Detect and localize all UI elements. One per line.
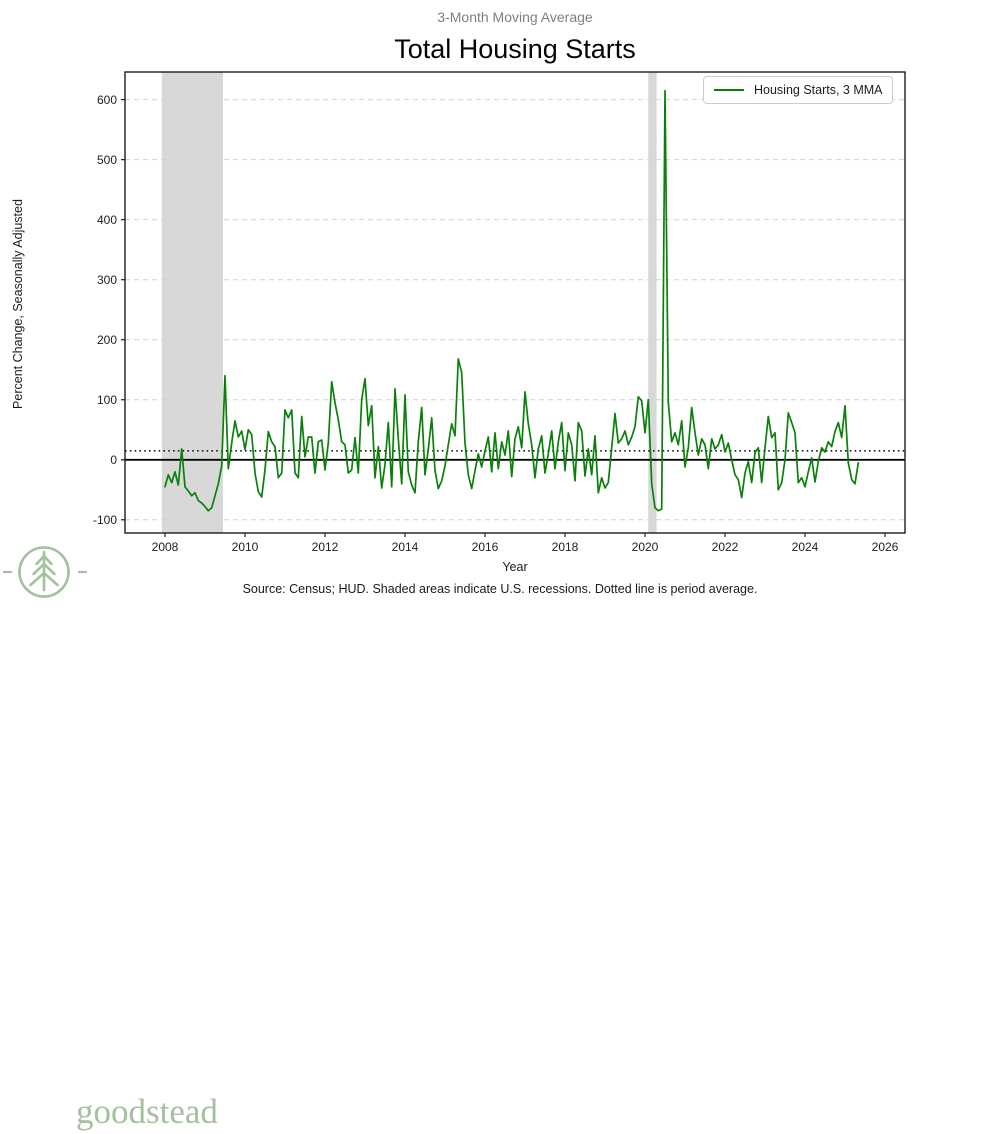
- x-tick-label: 2026: [872, 540, 899, 554]
- y-tick-label: 0: [110, 453, 117, 467]
- chart-subtitle: 3-Month Moving Average: [437, 9, 593, 25]
- y-tick-label: 300: [97, 273, 117, 287]
- goodstead-logo: goodstead: [0, 540, 230, 1131]
- y-tick-label: -100: [93, 513, 117, 527]
- plot-border: [124, 71, 906, 534]
- legend: Housing Starts, 3 MMA: [703, 76, 893, 104]
- x-tick-label: 2014: [392, 540, 419, 554]
- x-tick-label: 2024: [792, 540, 819, 554]
- series-line: [164, 89, 860, 512]
- x-tick-label: 2020: [632, 540, 659, 554]
- y-tick-label: 100: [97, 393, 117, 407]
- y-tick-label: 200: [97, 333, 117, 347]
- logo-text: goodstead: [76, 1092, 218, 1131]
- source-note: Source: Census; HUD. Shaded areas indica…: [242, 582, 758, 596]
- chart-plot-area: -100 0 100 200 300 400 500 600 2008 2010 2012 2014 2…: [93, 71, 906, 554]
- y-axis-label: Percent Change, Seasonally Adjusted: [11, 199, 25, 409]
- y-tick-label: 600: [97, 93, 117, 107]
- x-tick-label: 2018: [552, 540, 579, 554]
- legend-line-swatch: [714, 88, 744, 92]
- y-tick-label: 500: [97, 153, 117, 167]
- x-tick-label: 2012: [312, 540, 339, 554]
- legend-label: Housing Starts, 3 MMA: [754, 83, 883, 97]
- x-tick-label: 2016: [472, 540, 499, 554]
- recession-band: [648, 72, 657, 533]
- x-tick-label: 2022: [712, 540, 739, 554]
- chart-title: Total Housing Starts: [394, 34, 636, 64]
- x-tick-label: 2010: [232, 540, 259, 554]
- recession-band: [161, 72, 223, 533]
- x-tick-label: 2008: [152, 540, 179, 554]
- y-tick-label: 400: [97, 213, 117, 227]
- tree-icon: [2, 546, 88, 598]
- x-axis-label: Year: [502, 560, 528, 574]
